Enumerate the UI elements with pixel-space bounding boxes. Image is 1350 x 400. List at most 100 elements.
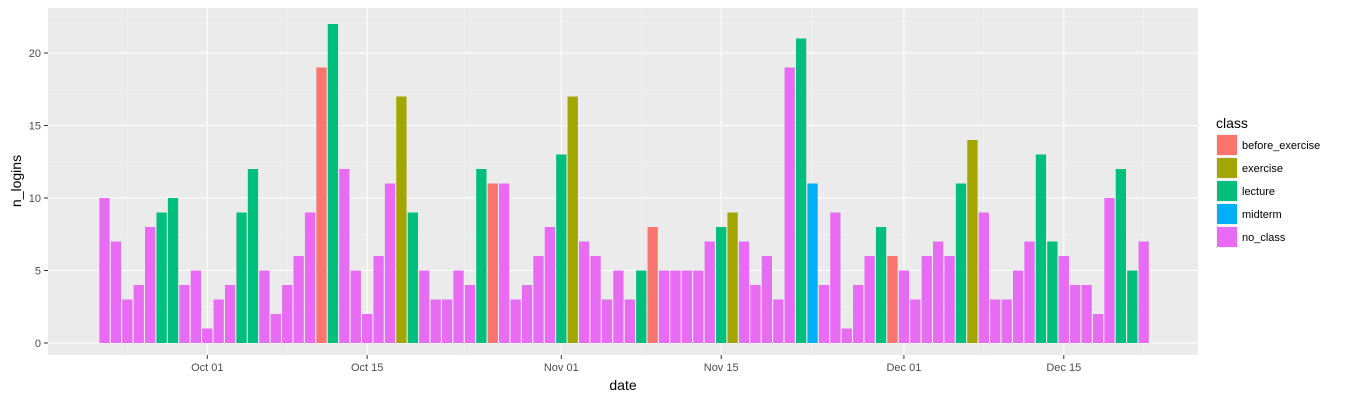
bar-before_exercise: [487, 183, 498, 343]
bar-no_class: [133, 285, 144, 343]
bar-no_class: [453, 270, 464, 343]
legend-key-exercise: [1217, 158, 1237, 178]
y-tick-label: 20: [29, 48, 41, 60]
y-tick-label: 15: [29, 121, 41, 133]
bar-no_class: [921, 256, 932, 343]
bar-lecture: [236, 212, 247, 343]
bar-no_class: [1092, 314, 1104, 343]
bar-no_class: [99, 198, 110, 343]
bar-lecture: [556, 154, 567, 343]
bar-no_class: [304, 212, 316, 343]
bar-no_class: [441, 299, 453, 343]
bar-no_class: [738, 241, 750, 343]
bar-exercise: [727, 212, 738, 343]
bar-lecture: [716, 227, 727, 343]
legend: class before_exercise exercise lecture midt…: [1216, 115, 1320, 248]
bar-no_class: [1104, 198, 1115, 343]
bar-no_class: [784, 67, 795, 343]
bar-lecture: [476, 169, 487, 343]
bar-lecture: [1047, 241, 1058, 343]
bar-no_class: [544, 227, 556, 343]
bar-no_class: [613, 270, 624, 343]
legend-label-before_exercise: before_exercise: [1242, 140, 1320, 152]
bar-no_class: [830, 212, 841, 343]
bar-midterm: [807, 183, 818, 343]
bar-no_class: [841, 328, 852, 343]
bar-no_class: [419, 270, 430, 343]
bar-lecture: [1127, 270, 1138, 343]
x-tick-label: Dec 01: [886, 362, 921, 374]
y-tick-label: 0: [35, 338, 41, 350]
bar-lecture: [955, 183, 967, 343]
bar-no_class: [601, 299, 613, 343]
bar-no_class: [510, 299, 521, 343]
bar-no_class: [293, 256, 304, 343]
bar-no_class: [818, 285, 830, 343]
legend-key-midterm: [1217, 204, 1237, 224]
legend-label-lecture: lecture: [1242, 186, 1275, 198]
bar-lecture: [636, 270, 647, 343]
y-axis-title: n_logins: [8, 155, 24, 207]
y-axis: 0 5 10 15 20: [29, 48, 48, 350]
bar-exercise: [567, 96, 578, 343]
legend-key-before_exercise: [1217, 135, 1237, 155]
legend-key-no_class: [1217, 227, 1237, 247]
x-tick-label: Nov 15: [704, 362, 739, 374]
bar-no_class: [1138, 241, 1149, 343]
legend-label-exercise: exercise: [1242, 163, 1283, 175]
bar-no_class: [145, 227, 156, 343]
bar-lecture: [156, 212, 167, 343]
bar-no_class: [750, 285, 761, 343]
y-tick-label: 5: [35, 266, 41, 278]
legend-key-lecture: [1217, 181, 1237, 201]
legend-label-midterm: midterm: [1242, 209, 1282, 221]
x-tick-label: Oct 01: [191, 362, 223, 374]
bar-no_class: [1058, 256, 1069, 343]
bar-lecture: [247, 169, 259, 343]
bars-group: [99, 24, 1149, 343]
bar-no_class: [270, 314, 281, 343]
bar-no_class: [773, 299, 784, 343]
bar-no_class: [259, 270, 270, 343]
bar-no_class: [464, 285, 476, 343]
bar-no_class: [670, 270, 681, 343]
bar-lecture: [1035, 154, 1047, 343]
bar-lecture: [875, 227, 887, 343]
bar-no_class: [978, 212, 989, 343]
bar-exercise: [396, 96, 407, 343]
legend-title: class: [1216, 115, 1248, 131]
bar-no_class: [693, 270, 704, 343]
bar-no_class: [339, 169, 350, 343]
bar-no_class: [430, 299, 441, 343]
bar-no_class: [1012, 270, 1024, 343]
legend-label-no_class: no_class: [1242, 232, 1286, 244]
bar-no_class: [373, 256, 384, 343]
bar-no_class: [933, 241, 944, 343]
x-tick-label: Nov 01: [544, 362, 579, 374]
bar-no_class: [681, 270, 693, 343]
bar-no_class: [1070, 285, 1081, 343]
bar-exercise: [967, 140, 978, 343]
bar-no_class: [853, 285, 864, 343]
bar-no_class: [362, 314, 373, 343]
bar-no_class: [110, 241, 122, 343]
bar-no_class: [1001, 299, 1012, 343]
bar-no_class: [658, 270, 670, 343]
bar-no_class: [224, 285, 236, 343]
bar-lecture: [795, 38, 807, 343]
x-axis-title: date: [609, 377, 636, 393]
bar-before_exercise: [887, 256, 898, 343]
bar-before_exercise: [316, 67, 327, 343]
bar-no_class: [910, 299, 921, 343]
bar-no_class: [704, 241, 715, 343]
x-axis: Oct 01 Oct 15 Nov 01 Nov 15 Dec 01 Dec 15: [191, 355, 1081, 374]
y-tick-label: 10: [29, 193, 41, 205]
bar-no_class: [944, 256, 955, 343]
bar-no_class: [761, 256, 772, 343]
bar-no_class: [384, 183, 396, 343]
bar-no_class: [202, 328, 213, 343]
bar-before_exercise: [647, 227, 658, 343]
bar-no_class: [350, 270, 361, 343]
bar-lecture: [1115, 169, 1127, 343]
